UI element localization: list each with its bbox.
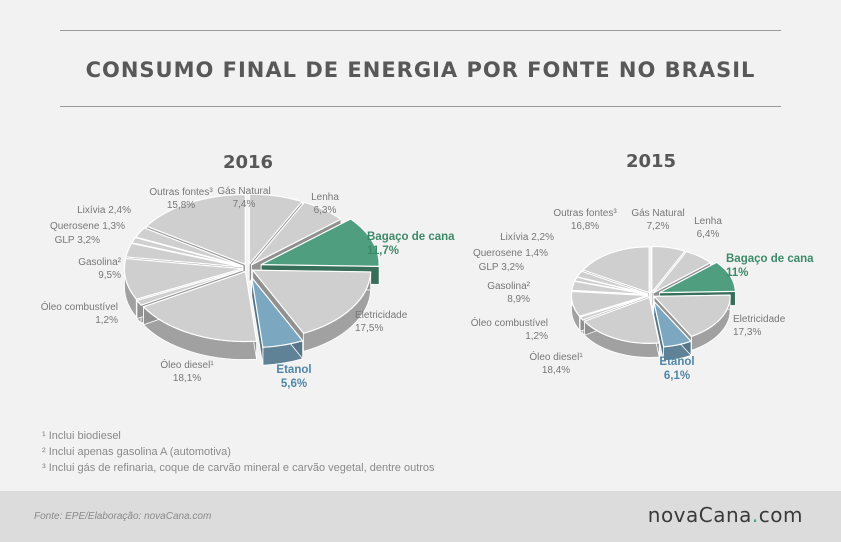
pie-slice-top (571, 280, 648, 296)
slice-label: Gasolina² 9,5% (78, 257, 121, 281)
pie-slice-top (651, 245, 687, 295)
page-title: CONSUMO FINAL DE ENERGIA POR FONTE NO BR… (85, 58, 756, 82)
slice-label: Óleo diesel¹ 18,1% (160, 358, 214, 384)
pie-slice (652, 299, 693, 362)
pie-slice-top (659, 261, 736, 294)
slice-label: Lenha 6,4% (694, 216, 722, 240)
pie-slice (583, 296, 660, 358)
slice-label: Gás Natural 7,4% (217, 186, 270, 210)
pie-slice-top (251, 269, 372, 335)
slice-label: Óleo combustível 1,2% (471, 316, 548, 342)
slice-label: Querosene 1,4% (473, 248, 548, 259)
slice-label: Óleo diesel¹ 18,4% (529, 350, 583, 376)
footnote-3: ³ Inclui gás de refinaria, coque de carv… (42, 462, 435, 474)
footnote-2: ² Inclui apenas gasolina A (automotiva) (42, 446, 231, 458)
footnotes: ¹ Inclui biodiesel ² Inclui apenas gasol… (42, 428, 435, 476)
slice-label: Gás Natural 7,2% (631, 208, 684, 232)
slice-label: Outras fontes³ 15,8% (149, 187, 213, 211)
novacana-logo: novaCana.com (647, 503, 803, 527)
pie-slice-top (135, 269, 244, 306)
pie-slice-top (582, 246, 650, 294)
pie-slice-top (142, 270, 258, 343)
slice-label: Eletricidade 17,5% (355, 310, 408, 334)
pie-slice-top (583, 296, 660, 344)
chart-title: 2015 (626, 151, 676, 172)
slice-label: Lixívia 2,4% (77, 205, 131, 216)
footnote-1: ¹ Inclui biodiesel (42, 430, 121, 442)
pie-slice-top (248, 193, 304, 266)
slice-label: Bagaço de cana 11,7% (367, 231, 455, 257)
slice-label: Outras fontes³ 16,8% (553, 208, 617, 232)
pie-slice-top (123, 257, 243, 300)
slice-label: Bagaço de cana 11% (726, 253, 814, 279)
pie-slice-top (579, 295, 649, 321)
slice-label: Gasolina² 8,9% (487, 281, 530, 305)
footer-bar (0, 491, 841, 542)
pie-slice-top (652, 250, 712, 294)
pie-chart-2016: 2016 Gás Natural 7,4% Lenha 6,3% Bagaço de ca… (41, 152, 455, 390)
slice-label: Etanol 5,6% (276, 364, 311, 390)
source-note: Fonte: EPE/Elaboração: novaCana.com (34, 511, 212, 522)
pie-slice-top (250, 201, 343, 266)
top-rule (60, 30, 781, 31)
slice-label: GLP 3,2% (479, 262, 525, 273)
slice-label: Óleo combustível 1,2% (41, 300, 118, 326)
pie-slice (250, 275, 304, 366)
title-rule (60, 106, 781, 107)
slice-label: Lixívia 2,2% (500, 232, 554, 243)
slice-label: Etanol 6,1% (659, 356, 694, 382)
pie-slice-top (145, 193, 246, 266)
pie-slice-top (570, 290, 648, 317)
slice-label: Querosene 1,3% (50, 221, 125, 232)
pie-slice-top (652, 294, 731, 338)
slice-label: Lenha 6,3% (311, 192, 339, 216)
pie-chart-2015: 2015 Gás Natural 7,2% Lenha 6,4%Bagaço de ca… (471, 151, 814, 382)
slice-label: Eletricidade 17,3% (733, 314, 786, 338)
pie-slice-top (652, 299, 693, 348)
pie-slice (142, 270, 258, 360)
slice-label: GLP 3,2% (55, 235, 101, 246)
pie-slice-top (260, 218, 380, 268)
pie-slice-top (250, 275, 304, 348)
pie-slice-top (125, 242, 243, 268)
chart-title: 2016 (223, 152, 273, 173)
